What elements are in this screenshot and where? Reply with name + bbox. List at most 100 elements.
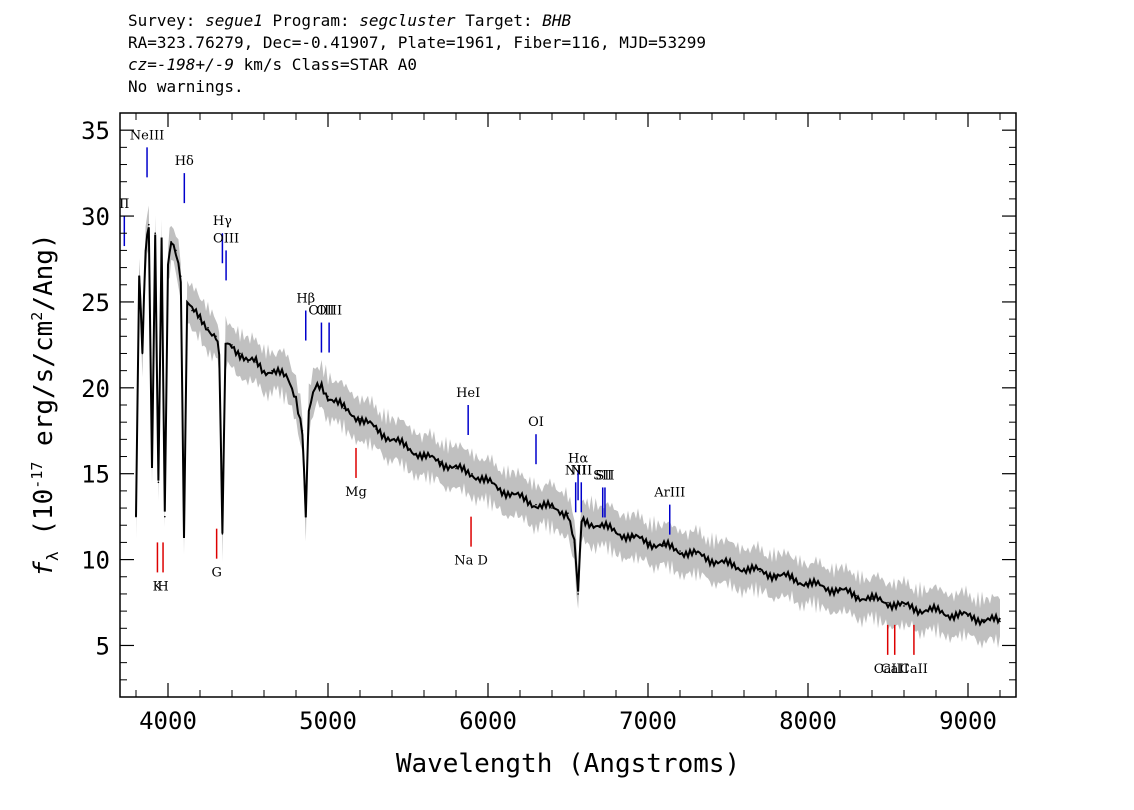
survey-value: segue1 xyxy=(205,11,263,30)
x-tick-label: 5000 xyxy=(299,707,357,735)
emission-line-label: ArIII xyxy=(653,486,685,501)
flux-point xyxy=(871,598,873,600)
flux-point xyxy=(304,515,307,518)
flux-point xyxy=(839,589,841,592)
emission-line-label: SII xyxy=(595,468,614,483)
flux-point xyxy=(471,472,473,475)
flux-point xyxy=(308,412,310,415)
absorption-line-label: Na D xyxy=(454,554,488,569)
absorption-line-label: H xyxy=(157,579,168,594)
y-tick-label: 5 xyxy=(96,632,110,660)
y-tick-label: 10 xyxy=(81,547,110,575)
x-axis-title: Wavelength (Angstroms) xyxy=(396,749,740,779)
flux-point xyxy=(823,586,825,588)
flux-point xyxy=(759,570,761,573)
flux-point xyxy=(663,545,665,547)
y-tick-label: 35 xyxy=(81,117,110,145)
y-tick-label: 30 xyxy=(81,203,110,231)
flux-point xyxy=(151,464,153,466)
x-tick-label: 6000 xyxy=(459,707,517,735)
flux-point xyxy=(138,275,140,277)
flux-point xyxy=(175,249,177,252)
flux-point xyxy=(695,553,697,556)
flux-point xyxy=(263,369,265,372)
flux-point xyxy=(224,344,227,346)
flux-point xyxy=(221,533,224,535)
cz-label: cz= xyxy=(128,55,157,74)
flux-point xyxy=(951,613,953,616)
flux-point xyxy=(791,577,793,580)
header-line-cz: cz=-198+/-9 km/s Class=STAR A0 xyxy=(128,54,706,76)
flux-point xyxy=(573,541,576,544)
header-line-warnings: No warnings. xyxy=(128,77,244,96)
flux-point xyxy=(215,335,217,338)
survey-label: Survey: xyxy=(128,11,196,30)
flux-point xyxy=(439,460,441,463)
flux-point xyxy=(999,620,1001,623)
emission-line-label: Hβ xyxy=(296,292,315,307)
emission-line-label: NeIII xyxy=(130,128,164,143)
flux-point xyxy=(679,550,681,552)
flux-point xyxy=(647,541,649,544)
y-tick-label: 15 xyxy=(81,461,110,489)
y-axis-title: fλ (10-17 erg/s/cm2/Ang) xyxy=(28,233,62,576)
flux-point xyxy=(141,352,144,355)
flux-point xyxy=(967,615,969,618)
flux-point xyxy=(567,512,569,515)
flux-point xyxy=(599,524,601,527)
emission-line-label: NII xyxy=(570,463,592,478)
flux-point xyxy=(301,429,304,432)
flux-point xyxy=(519,496,521,499)
error-band-layer xyxy=(136,205,1000,649)
flux-point xyxy=(191,309,193,312)
flux-point xyxy=(727,563,729,566)
flux-point xyxy=(407,447,409,449)
emission-line-label: OIII xyxy=(213,231,239,246)
program-label: Program: xyxy=(272,11,350,30)
spectrum-header: Survey: segue1 Program: segcluster Targe… xyxy=(128,10,706,98)
flux-point xyxy=(279,373,281,375)
flux-point xyxy=(711,558,713,561)
emission-line-label: Hδ xyxy=(175,154,194,169)
flux-point xyxy=(391,438,393,441)
flux-point xyxy=(314,387,317,389)
absorption-line-label: CaII xyxy=(874,662,902,677)
emission-line-label: II xyxy=(119,197,129,212)
flux-point xyxy=(375,428,377,430)
flux-point xyxy=(935,610,937,612)
header-line-survey: Survey: segue1 Program: segcluster Targe… xyxy=(128,10,706,32)
class-text: km/s Class=STAR A0 xyxy=(243,55,417,74)
flux-point xyxy=(807,582,809,585)
target-value: BHB xyxy=(542,11,572,30)
flux-point xyxy=(239,352,241,355)
absorption-line-label: Mg xyxy=(345,485,367,500)
flux-point xyxy=(148,223,150,226)
flux-point xyxy=(170,241,172,243)
flux-point xyxy=(775,574,777,576)
absorption-line-label: CaII xyxy=(881,662,909,677)
flux-point xyxy=(207,326,209,329)
target-label: Target: xyxy=(465,11,533,30)
emission-line-label: Hγ xyxy=(213,214,232,229)
flux-point xyxy=(327,395,329,398)
x-tick-label: 8000 xyxy=(779,707,837,735)
flux-point xyxy=(586,521,588,523)
flux-point xyxy=(180,275,182,277)
flux-point xyxy=(983,618,985,621)
flux-point xyxy=(855,594,857,597)
flux-point xyxy=(231,344,233,346)
header-line-coords: RA=323.76279, Dec=-0.41907, Plate=1961, … xyxy=(128,33,706,52)
emission-line-label: OI xyxy=(528,415,544,430)
emission-line-label: NII xyxy=(565,463,587,478)
absorption-line-label: K xyxy=(153,579,163,594)
flux-point xyxy=(455,467,457,470)
flux-point xyxy=(535,503,537,506)
flux-point xyxy=(423,455,425,458)
flux-point xyxy=(577,593,579,595)
x-tick-label: 7000 xyxy=(619,707,677,735)
flux-point xyxy=(551,507,553,509)
flux-point xyxy=(167,266,169,269)
flux-series-line xyxy=(135,227,1001,627)
